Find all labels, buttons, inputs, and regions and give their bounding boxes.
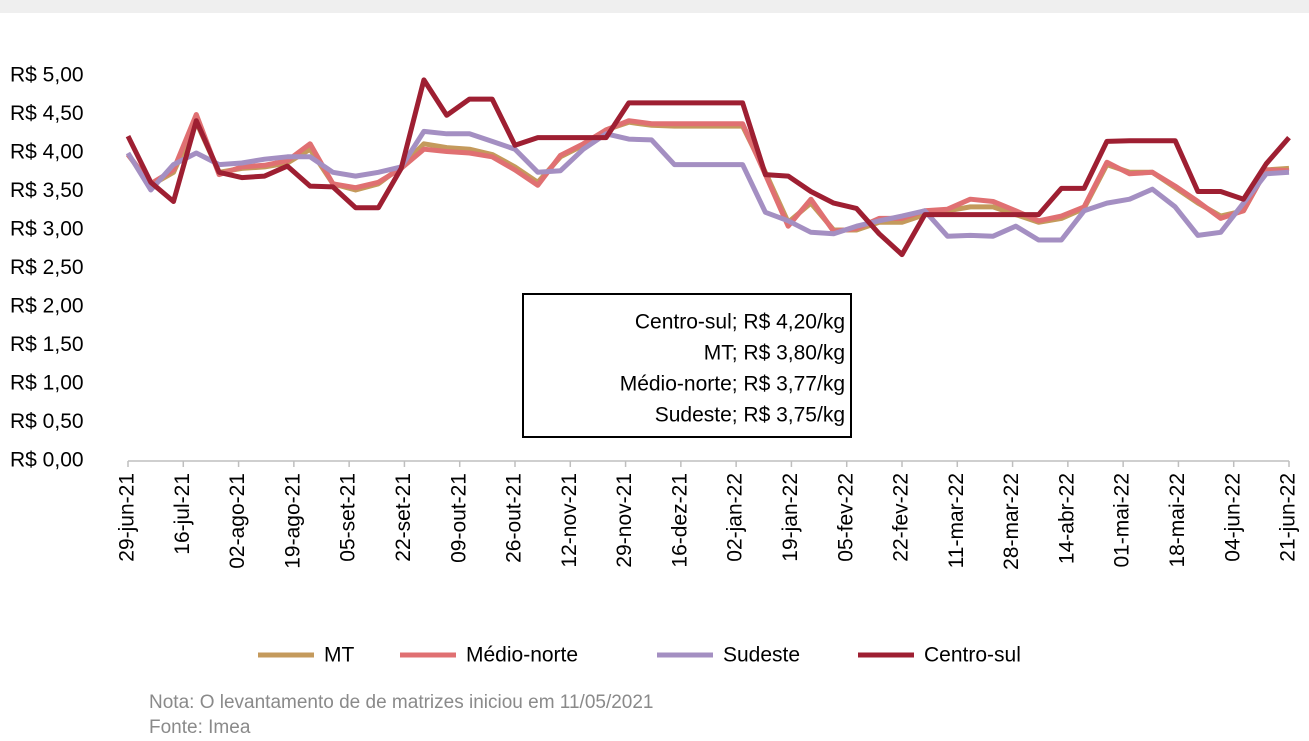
x-tick-label: 11-mar-22 — [945, 473, 968, 568]
source: Fonte: Imea — [149, 717, 251, 736]
x-tick-label: 02-ago-21 — [226, 473, 249, 569]
series-line — [125, 128, 1290, 243]
y-tick-label: R$ 4,00 — [10, 141, 84, 164]
y-tick-label: R$ 3,50 — [10, 179, 84, 202]
note: Nota: O levantamento de de matrizes inic… — [149, 692, 654, 713]
x-tick-label: 04-jun-22 — [1221, 473, 1244, 562]
legend-label: Centro-sul — [924, 644, 1021, 667]
x-tick-label: 29-nov-21 — [613, 473, 636, 568]
y-tick-label: R$ 1,50 — [10, 333, 84, 356]
x-tick-label: 12-nov-21 — [558, 473, 581, 568]
x-tick-label: 28-mar-22 — [1000, 473, 1023, 570]
x-tick-label: 02-jan-22 — [724, 473, 747, 562]
x-tick-label: 19-ago-21 — [281, 473, 304, 569]
top-bar — [0, 0, 1309, 13]
legend-label: MT — [324, 644, 354, 667]
y-tick-label: R$ 3,00 — [10, 218, 84, 241]
annotation-line: MT; R$ 3,80/kg — [704, 342, 845, 365]
annotation-line: Sudeste; R$ 3,75/kg — [655, 404, 845, 427]
y-tick-label: R$ 2,50 — [10, 256, 84, 279]
x-tick-label: 09-out-21 — [447, 473, 470, 563]
annotation-line: Médio-norte; R$ 3,77/kg — [620, 373, 845, 396]
x-tick-label: 05-set-21 — [337, 473, 360, 562]
series-line — [125, 77, 1291, 258]
x-tick-label: 01-mai-22 — [1111, 473, 1134, 568]
x-tick-label: 19-jan-22 — [779, 473, 802, 562]
x-tick-label: 22-set-21 — [392, 473, 415, 562]
x-tick-label: 22-fev-22 — [890, 473, 913, 562]
y-tick-label: R$ 0,00 — [10, 449, 84, 472]
x-tick-label: 05-fev-22 — [834, 473, 857, 562]
x-tick-label: 29-jun-21 — [116, 473, 139, 562]
x-tick-label: 16-jul-21 — [171, 473, 194, 555]
x-tick-label: 18-mai-22 — [1166, 473, 1189, 568]
x-tick-label: 26-out-21 — [503, 473, 526, 563]
y-tick-label: R$ 2,00 — [10, 295, 84, 318]
y-tick-label: R$ 5,00 — [10, 64, 84, 87]
y-tick-label: R$ 0,50 — [10, 410, 84, 433]
annotation-box — [522, 293, 852, 438]
series-line — [126, 112, 1290, 234]
legend-label: Médio-norte — [466, 644, 578, 667]
legend-label: Sudeste — [723, 644, 800, 667]
y-tick-label: R$ 1,00 — [10, 372, 84, 395]
y-tick-label: R$ 4,50 — [10, 102, 84, 125]
x-tick-label: 16-dez-21 — [668, 473, 691, 568]
x-tick-label: 21-jun-22 — [1277, 473, 1300, 562]
annotation-line: Centro-sul; R$ 4,20/kg — [635, 311, 845, 334]
x-tick-label: 14-abr-22 — [1055, 473, 1078, 564]
